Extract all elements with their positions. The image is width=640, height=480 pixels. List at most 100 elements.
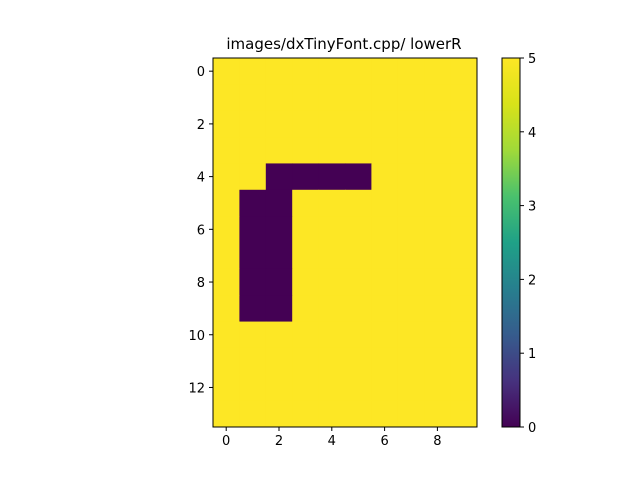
- colorbar-axis: 0 1 2 3 4 5: [520, 52, 536, 436]
- heatmap-cell: [450, 295, 478, 323]
- heatmap-cell: [239, 347, 267, 375]
- x-tick-label: 6: [380, 434, 388, 449]
- heatmap-cell: [424, 163, 452, 191]
- heatmap-cell: [345, 347, 372, 375]
- heatmap-cell: [318, 189, 346, 217]
- heatmap-cell: [265, 84, 293, 112]
- heatmap-cell: [345, 137, 372, 164]
- heatmap-cell: [318, 268, 346, 296]
- heatmap-cells: [213, 58, 478, 428]
- heatmap-cell: [345, 268, 372, 296]
- heatmap-cell: [265, 110, 293, 138]
- heatmap-cell: [292, 295, 320, 323]
- heatmap-cell: [424, 268, 452, 296]
- colorbar-tick-label: 1: [528, 347, 536, 362]
- heatmap-cell: [213, 295, 240, 323]
- heatmap-cell: [239, 110, 267, 138]
- heatmap-cell: [292, 189, 320, 217]
- heatmap-cell: [265, 216, 293, 243]
- heatmap-cell: [213, 58, 240, 85]
- heatmap-cell: [292, 347, 320, 375]
- heatmap-cell: [239, 295, 267, 323]
- heatmap-cell: [239, 400, 267, 428]
- heatmap-cell: [265, 189, 293, 217]
- heatmap-cell: [371, 242, 399, 270]
- heatmap-cell: [239, 216, 267, 243]
- heatmap-cell: [213, 347, 240, 375]
- heatmap-cell: [424, 84, 452, 112]
- colorbar-tick-label: 3: [528, 200, 536, 215]
- heatmap-cell: [450, 268, 478, 296]
- colorbar: [501, 57, 521, 428]
- heatmap-cell: [239, 137, 267, 164]
- heatmap-cell: [239, 242, 267, 270]
- heatmap-cell: [371, 321, 399, 349]
- heatmap-cell: [318, 321, 346, 349]
- heatmap-cell: [213, 163, 240, 191]
- heatmap-cell: [292, 58, 320, 85]
- heatmap-cell: [397, 84, 425, 112]
- heatmap-cell: [424, 321, 452, 349]
- heatmap-cell: [371, 295, 399, 323]
- heatmap-cell: [450, 242, 478, 270]
- heatmap-cell: [345, 58, 372, 85]
- heatmap-cell: [292, 137, 320, 164]
- heatmap-cell: [213, 242, 240, 270]
- heatmap-cell: [450, 374, 478, 402]
- x-tick-label: 0: [222, 434, 230, 449]
- heatmap-cell: [292, 321, 320, 349]
- heatmap-cell: [265, 137, 293, 164]
- heatmap-cell: [318, 58, 346, 85]
- heatmap-cell: [424, 189, 452, 217]
- heatmap-cell: [345, 295, 372, 323]
- x-tick-label: 8: [433, 434, 441, 449]
- heatmap-cell: [318, 242, 346, 270]
- heatmap-cell: [397, 295, 425, 323]
- heatmap-cell: [371, 163, 399, 191]
- y-tick-label: 8: [197, 276, 205, 291]
- heatmap-cell: [397, 374, 425, 402]
- heatmap-cell: [450, 400, 478, 428]
- heatmap-cell: [371, 137, 399, 164]
- heatmap-cell: [371, 268, 399, 296]
- heatmap-cell: [450, 110, 478, 138]
- heatmap-cell: [450, 163, 478, 191]
- heatmap-cell: [318, 374, 346, 402]
- heatmap-cell: [239, 189, 267, 217]
- heatmap-cell: [213, 189, 240, 217]
- y-tick-label: 0: [197, 65, 205, 80]
- heatmap-cell: [424, 347, 452, 375]
- heatmap-cell: [239, 268, 267, 296]
- colorbar-tick-label: 0: [528, 421, 536, 436]
- heatmap-cell: [265, 268, 293, 296]
- x-tick-label: 4: [328, 434, 336, 449]
- heatmap-cell: [265, 163, 293, 191]
- heatmap-cell: [345, 400, 372, 428]
- heatmap-cell: [397, 58, 425, 85]
- heatmap-cell: [424, 110, 452, 138]
- heatmap-cell: [450, 347, 478, 375]
- heatmap-cell: [213, 110, 240, 138]
- heatmap-cell: [213, 137, 240, 164]
- heatmap-cell: [292, 400, 320, 428]
- heatmap-cell: [397, 321, 425, 349]
- heatmap-cell: [450, 189, 478, 217]
- heatmap-cell: [450, 84, 478, 112]
- heatmap-cell: [371, 216, 399, 243]
- heatmap-cell: [239, 374, 267, 402]
- heatmap-cell: [292, 84, 320, 112]
- heatmap-cell: [450, 58, 478, 85]
- heatmap-cell: [397, 163, 425, 191]
- heatmap-cell: [371, 189, 399, 217]
- heatmap-cell: [265, 58, 293, 85]
- heatmap-cell: [424, 400, 452, 428]
- heatmap-cell: [318, 84, 346, 112]
- heatmap-cell: [345, 216, 372, 243]
- heatmap-cell: [371, 110, 399, 138]
- heatmap-cell: [397, 268, 425, 296]
- heatmap-cell: [424, 242, 452, 270]
- heatmap-cell: [318, 137, 346, 164]
- heatmap-cell: [371, 84, 399, 112]
- heatmap-cell: [424, 295, 452, 323]
